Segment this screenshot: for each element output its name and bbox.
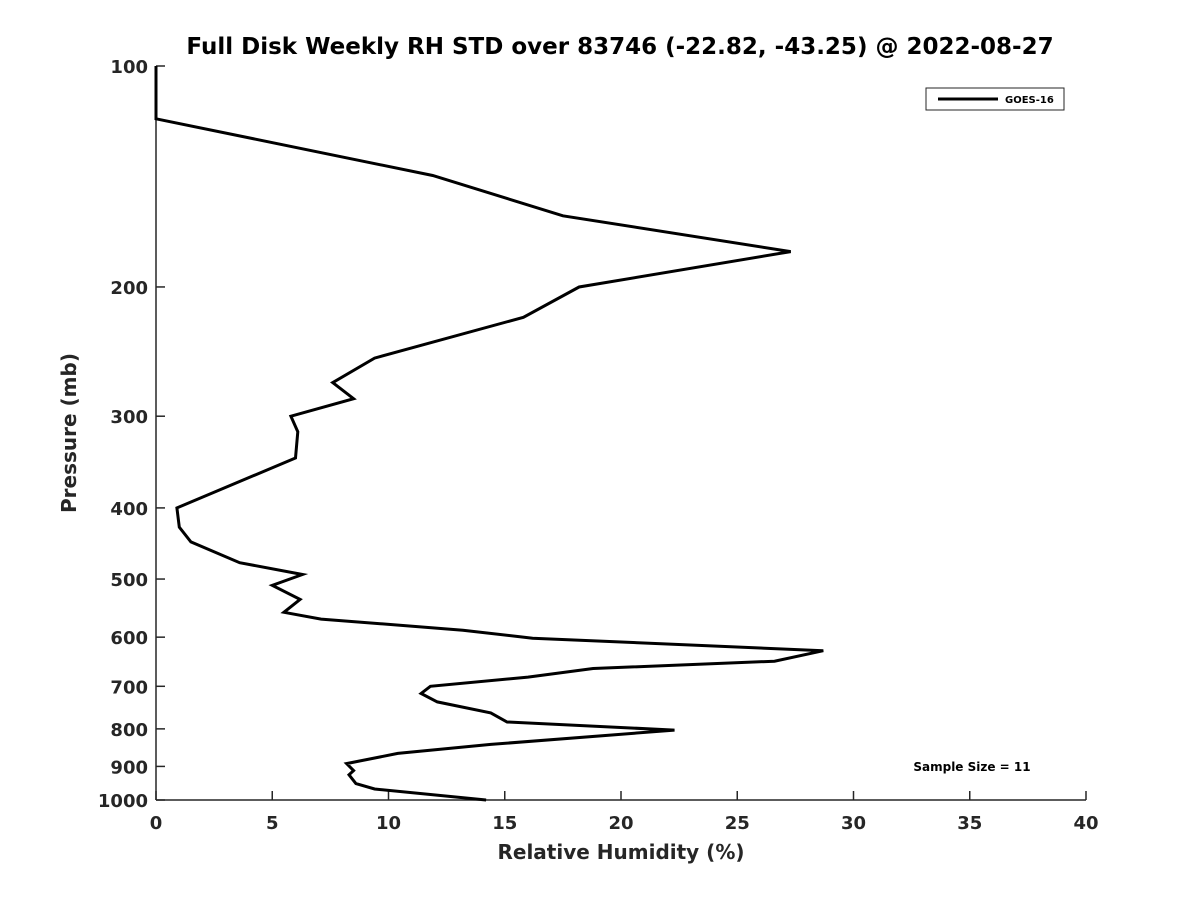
y-tick-label: 200 (110, 278, 148, 299)
sample-size-annotation: Sample Size = 11 (913, 760, 1030, 774)
x-ticks: 0 5 10 15 20 25 30 35 40 (150, 791, 1099, 834)
x-tick-label: 30 (841, 813, 866, 834)
y-tick-label: 100 (110, 57, 148, 78)
y-tick-label: 300 (110, 407, 148, 428)
y-tick-label: 800 (110, 720, 148, 741)
x-axis-label: Relative Humidity (%) (497, 840, 744, 864)
y-tick-label: 700 (110, 677, 148, 698)
plot-area: 0 5 10 15 20 25 30 35 40 100 200 300 400 500 600 700 80… (98, 57, 1099, 834)
x-tick-label: 25 (725, 813, 750, 834)
x-tick-label: 40 (1073, 813, 1098, 834)
series-layer (154, 66, 824, 802)
x-tick-label: 5 (266, 813, 279, 834)
legend-label: GOES-16 (1005, 95, 1054, 106)
y-ticks: 100 200 300 400 500 600 700 800 900 1000 (98, 57, 165, 812)
x-tick-label: 35 (957, 813, 982, 834)
series-line-goes-16 (154, 66, 824, 802)
chart-title: Full Disk Weekly RH STD over 83746 (-22.… (186, 34, 1053, 60)
x-tick-label: 0 (150, 813, 163, 834)
legend: GOES-16 (925, 87, 1065, 111)
x-tick-label: 20 (608, 813, 633, 834)
y-axis-label: Pressure (mb) (57, 353, 81, 513)
y-tick-label: 400 (110, 499, 148, 520)
x-tick-label: 15 (492, 813, 517, 834)
y-tick-label: 1000 (98, 791, 148, 812)
y-tick-label: 900 (110, 757, 148, 778)
y-tick-label: 600 (110, 628, 148, 649)
x-tick-label: 10 (376, 813, 401, 834)
y-tick-label: 500 (110, 570, 148, 591)
